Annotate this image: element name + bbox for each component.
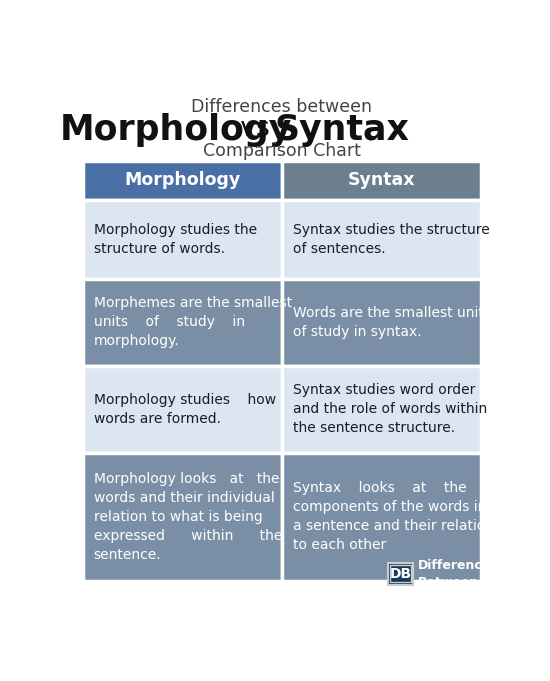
Text: Syntax studies the structure
of sentences.: Syntax studies the structure of sentence… bbox=[293, 223, 490, 255]
Text: Syntax: Syntax bbox=[348, 172, 415, 189]
Text: Morphology studies    how
words are formed.: Morphology studies how words are formed. bbox=[94, 393, 276, 426]
Bar bbox=[282, 200, 481, 279]
Bar bbox=[82, 279, 282, 366]
Text: Morphology: Morphology bbox=[59, 113, 292, 147]
Text: Difference
Between.net: Difference Between.net bbox=[417, 558, 507, 589]
Text: Syntax studies word order
and the role of words within
the sentence structure.: Syntax studies word order and the role o… bbox=[293, 383, 487, 435]
Text: Morphology looks   at   the
words and their individual
relation to what is being: Morphology looks at the words and their … bbox=[94, 472, 282, 562]
Bar bbox=[390, 565, 410, 582]
Bar bbox=[82, 453, 282, 581]
Text: Words are the smallest units
of study in syntax.: Words are the smallest units of study in… bbox=[293, 306, 491, 339]
Bar bbox=[82, 200, 282, 279]
Text: Syntax    looks    at    the
components of the words in
a sentence and their rel: Syntax looks at the components of the wo… bbox=[293, 481, 494, 552]
Text: Comparison Chart: Comparison Chart bbox=[203, 142, 361, 160]
Text: Differences between: Differences between bbox=[191, 98, 372, 116]
Text: Morphology: Morphology bbox=[124, 172, 240, 189]
Text: Morphemes are the smallest
units    of    study    in
morphology.: Morphemes are the smallest units of stud… bbox=[94, 296, 292, 348]
Bar bbox=[282, 366, 481, 453]
Text: Syntax: Syntax bbox=[274, 113, 409, 147]
Text: vs: vs bbox=[232, 116, 278, 142]
Text: Morphology studies the
structure of words.: Morphology studies the structure of word… bbox=[94, 223, 257, 255]
Bar bbox=[82, 366, 282, 453]
Text: DB: DB bbox=[389, 567, 411, 581]
Bar bbox=[282, 279, 481, 366]
Bar bbox=[282, 161, 481, 200]
Bar bbox=[82, 161, 282, 200]
Bar bbox=[282, 453, 481, 581]
Bar bbox=[388, 563, 413, 584]
